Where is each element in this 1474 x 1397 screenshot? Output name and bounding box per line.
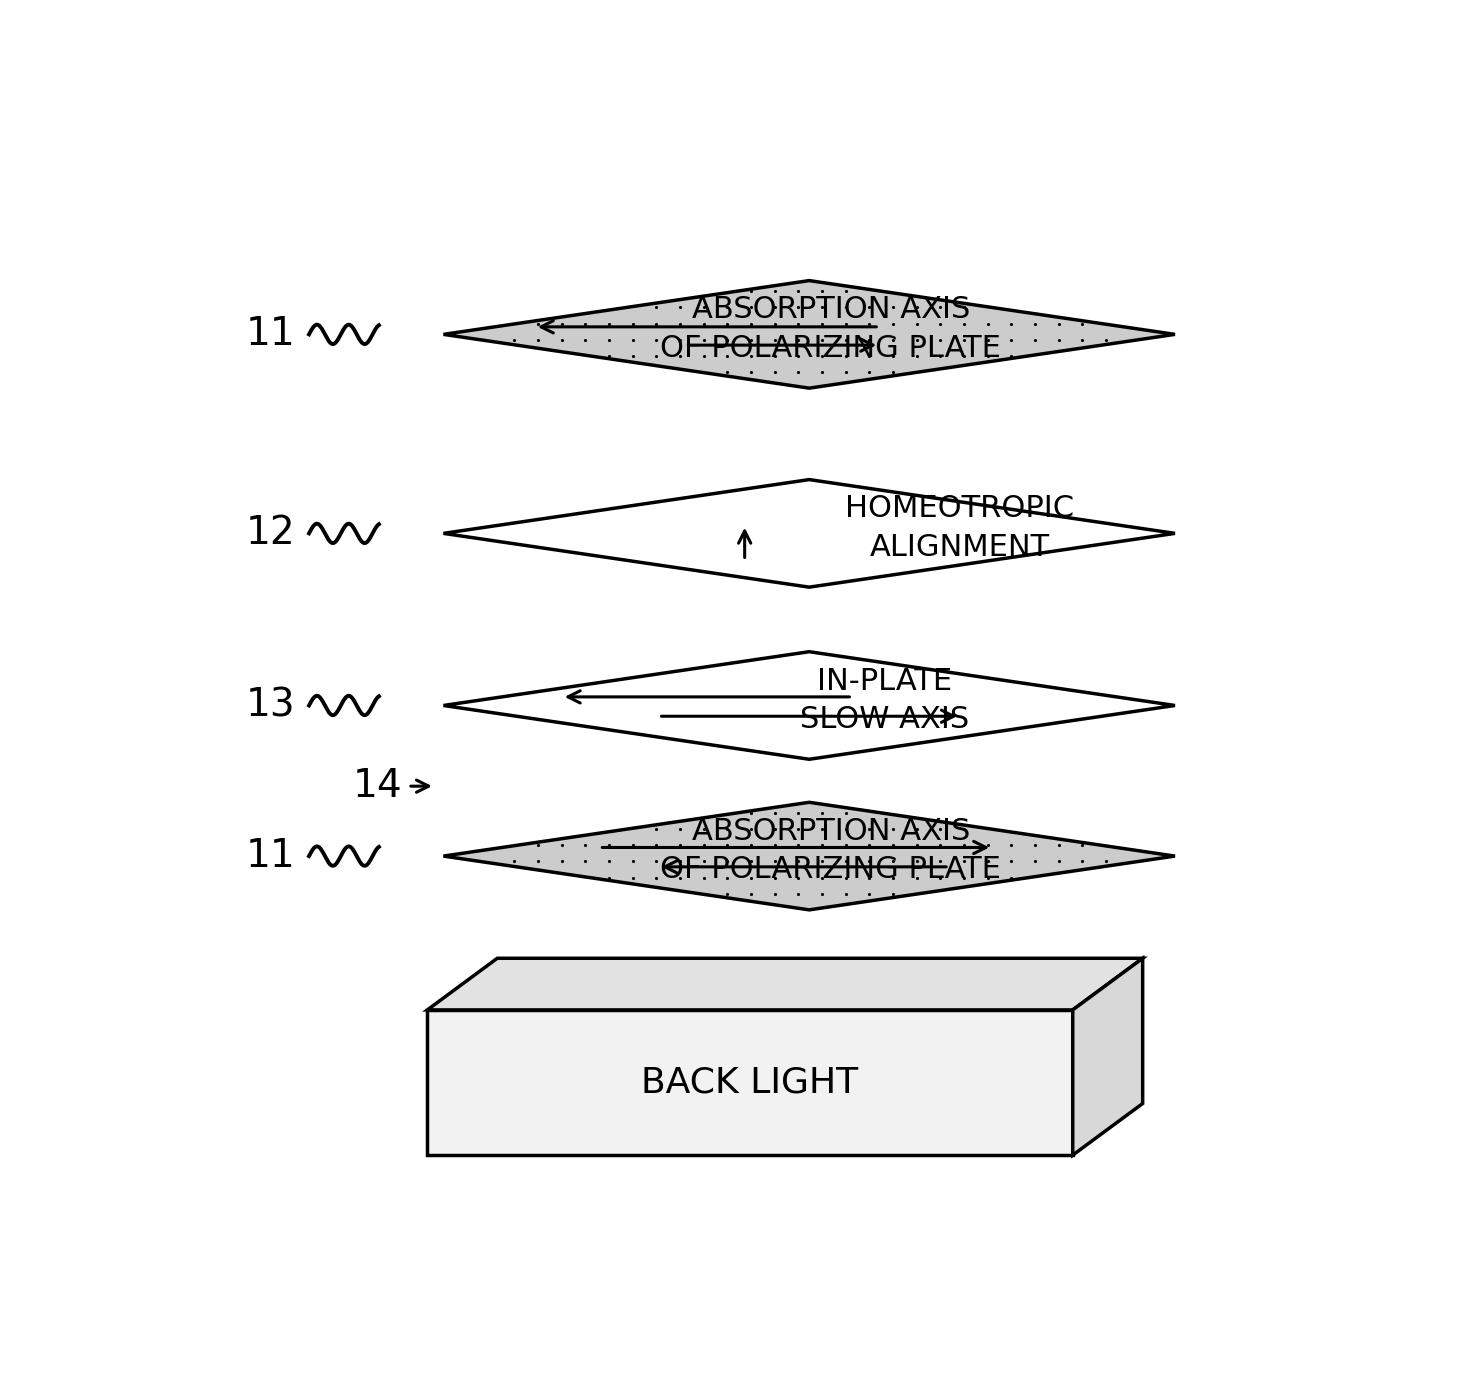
Polygon shape: [444, 802, 1175, 909]
Text: 11: 11: [245, 316, 295, 353]
Text: 13: 13: [245, 686, 295, 725]
Text: BACK LIGHT: BACK LIGHT: [641, 1066, 859, 1099]
Polygon shape: [427, 958, 1142, 1010]
Polygon shape: [444, 479, 1175, 587]
Polygon shape: [444, 651, 1175, 760]
Text: 12: 12: [245, 514, 295, 552]
Text: ABSORPTION AXIS
OF POLARIZING PLATE: ABSORPTION AXIS OF POLARIZING PLATE: [660, 295, 1001, 363]
Text: 11: 11: [245, 837, 295, 875]
Text: IN-PLATE
SLOW AXIS: IN-PLATE SLOW AXIS: [800, 666, 968, 733]
Polygon shape: [1073, 958, 1142, 1155]
Text: 14: 14: [352, 767, 402, 805]
Text: ABSORPTION AXIS
OF POLARIZING PLATE: ABSORPTION AXIS OF POLARIZING PLATE: [660, 817, 1001, 884]
Polygon shape: [427, 1010, 1073, 1155]
Polygon shape: [444, 281, 1175, 388]
Text: HOMEOTROPIC
ALIGNMENT: HOMEOTROPIC ALIGNMENT: [845, 495, 1075, 562]
